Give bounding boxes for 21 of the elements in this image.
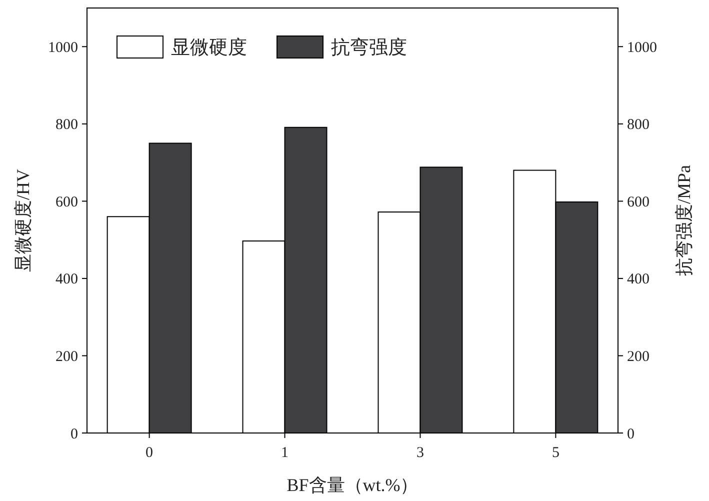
- y-tick-label: 400: [56, 272, 78, 288]
- y-tick-label: 800: [56, 117, 78, 134]
- y-tick-label: 1000: [48, 40, 78, 56]
- x-axis-title: BF含量（wt.%）: [286, 475, 418, 495]
- y2-tick-label: 600: [627, 194, 650, 210]
- y-tick-label: 0: [70, 426, 78, 442]
- x-tick-label: 0: [146, 445, 154, 461]
- y2-tick-label: 200: [627, 348, 650, 365]
- legend-label: 抗弯强度: [331, 36, 407, 59]
- y2-tick-label: 1000: [627, 40, 657, 56]
- x-tick-label: 3: [416, 445, 424, 461]
- y2-axis-title: 抗弯强度/MPa: [674, 164, 694, 276]
- y-axis-title: 显微硬度/HV: [13, 169, 33, 272]
- y-tick-label: 600: [56, 194, 78, 210]
- legend-label: 显微硬度: [171, 36, 247, 59]
- x-tick-label: 1: [281, 445, 289, 461]
- y-tick-label: 200: [56, 348, 78, 365]
- y2-tick-label: 400: [627, 272, 650, 288]
- y2-tick-label: 0: [627, 426, 634, 442]
- x-tick-label: 5: [552, 445, 560, 461]
- y2-tick-label: 800: [627, 117, 650, 134]
